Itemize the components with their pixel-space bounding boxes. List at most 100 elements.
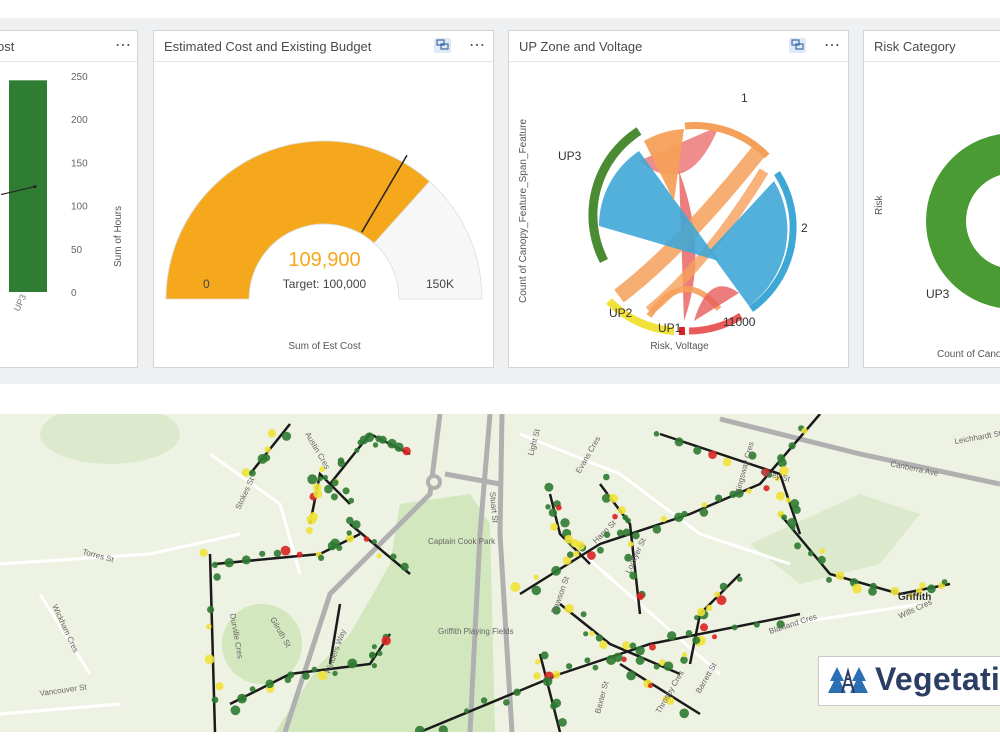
tree-marker xyxy=(564,534,573,544)
tree-marker xyxy=(701,502,708,508)
tree-marker xyxy=(869,582,877,590)
tree-marker xyxy=(387,438,397,449)
tree-marker xyxy=(215,682,224,691)
tree-marker xyxy=(663,661,674,671)
more-options-icon[interactable]: ⋯ xyxy=(824,37,841,54)
tree-marker xyxy=(371,663,377,669)
tree-marker xyxy=(616,529,624,537)
tree-marker xyxy=(513,688,521,696)
tree-marker xyxy=(835,571,845,580)
tree-marker xyxy=(564,603,574,614)
tree-marker xyxy=(224,558,234,568)
chord-arc-up3 xyxy=(588,127,642,264)
tree-marker xyxy=(206,623,212,630)
tree-marker xyxy=(265,679,275,689)
tree-marker xyxy=(927,584,936,594)
tree-marker xyxy=(573,550,580,557)
tree-marker xyxy=(625,517,631,524)
tree-marker xyxy=(545,504,551,510)
tree-marker xyxy=(348,497,355,504)
tree-marker xyxy=(774,475,780,482)
chord-label-1: 1 xyxy=(741,91,748,105)
more-options-icon[interactable]: ⋯ xyxy=(469,37,486,54)
filter-icon[interactable] xyxy=(434,38,451,53)
tree-marker xyxy=(817,555,826,565)
tree-marker xyxy=(653,431,660,437)
budget-gauge xyxy=(165,140,483,300)
tree-marker xyxy=(280,545,291,556)
tree-marker xyxy=(597,546,604,554)
tree-marker xyxy=(776,620,785,629)
tree-marker xyxy=(262,454,271,462)
tree-marker xyxy=(626,670,636,681)
page-footer-space xyxy=(0,732,1000,750)
tree-marker xyxy=(211,561,218,568)
main-road xyxy=(497,414,515,732)
tree-marker xyxy=(674,512,684,522)
tree-marker xyxy=(533,574,539,580)
badge-title: Vegetati xyxy=(875,661,1000,697)
tree-marker xyxy=(649,643,656,651)
tree-marker xyxy=(666,696,675,705)
tree-marker xyxy=(552,670,561,679)
chord-label-up1: UP1 xyxy=(658,321,682,335)
tree-marker xyxy=(696,607,706,617)
tree-marker xyxy=(692,636,701,645)
tree-marker xyxy=(322,474,328,481)
donut-label-up3: UP3 xyxy=(926,287,950,301)
tree-marker xyxy=(264,446,271,453)
tree-marker xyxy=(207,606,215,614)
tree-marker xyxy=(377,650,383,657)
tree-marker xyxy=(621,656,627,663)
tree-marker xyxy=(337,457,345,464)
tree-marker xyxy=(609,493,619,503)
tree-marker xyxy=(629,571,638,580)
tree-marker xyxy=(376,553,382,559)
tree-marker xyxy=(302,672,310,680)
tree-marker xyxy=(296,551,303,558)
tree-marker xyxy=(915,587,923,595)
tree-marker xyxy=(555,504,562,511)
vegetation-badge: Vegetati xyxy=(818,656,1000,706)
tree-marker xyxy=(204,654,215,665)
park-area xyxy=(40,414,180,464)
tree-marker xyxy=(617,506,626,515)
tree-marker xyxy=(319,466,326,473)
gauge-target-marker xyxy=(361,154,408,233)
tree-marker xyxy=(535,659,541,665)
more-options-icon[interactable]: ⋯ xyxy=(115,37,132,54)
tree-marker xyxy=(766,472,773,478)
tree-marker xyxy=(583,631,589,637)
tree-marker xyxy=(580,611,587,618)
dashboard-strip xyxy=(0,18,1000,384)
tree-marker xyxy=(464,708,470,714)
tree-marker xyxy=(595,634,604,642)
tree-marker xyxy=(790,525,796,531)
tree-marker xyxy=(312,483,322,492)
tree-marker xyxy=(714,591,721,598)
filter-icon[interactable] xyxy=(789,38,806,53)
tree-marker xyxy=(737,576,743,582)
park-label: Captain Cook Park xyxy=(428,537,496,546)
section-gap xyxy=(0,384,1000,414)
tree-marker xyxy=(731,624,738,631)
tree-marker xyxy=(674,437,684,447)
roads xyxy=(282,414,1000,732)
tree-marker xyxy=(351,520,361,529)
tree-marker xyxy=(560,518,570,528)
tree-marker xyxy=(587,551,596,560)
tree-marker xyxy=(533,672,541,680)
tree-marker xyxy=(775,491,785,501)
tree-marker xyxy=(748,451,757,460)
tree-marker xyxy=(589,630,595,637)
tree-marker xyxy=(603,473,610,481)
y-tick-label: 100 xyxy=(71,202,88,213)
chord-arc-2 xyxy=(748,171,797,312)
tree-marker xyxy=(199,548,208,557)
street-label: Stuart St xyxy=(488,491,500,524)
tree-marker xyxy=(699,508,709,517)
tree-marker xyxy=(693,446,702,455)
card-title: Estimated Cost and Existing Budget xyxy=(164,39,372,54)
tree-marker xyxy=(213,573,221,581)
tree-marker xyxy=(354,447,360,453)
